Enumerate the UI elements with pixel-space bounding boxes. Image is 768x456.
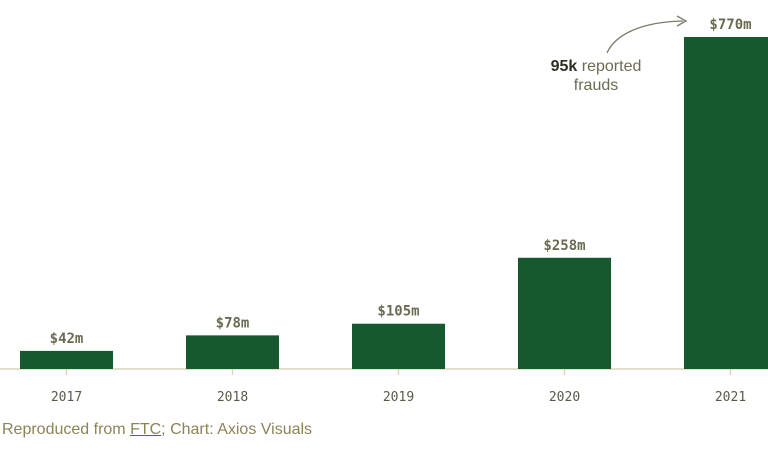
value-label-2018: $78m	[216, 315, 250, 331]
tick-label-2019: 2019	[383, 390, 414, 405]
value-label-2020: $258m	[543, 238, 585, 254]
annotation-line1: 95k reported	[551, 58, 642, 75]
value-label-2017: $42m	[50, 331, 84, 347]
tick-label-2018: 2018	[217, 390, 248, 405]
tick-label-2021: 2021	[715, 390, 746, 405]
source-credit: Reproduced from FTC; Chart: Axios Visual…	[2, 421, 312, 439]
value-label-2021: $770m	[709, 17, 751, 33]
bar-2018	[186, 335, 279, 369]
source-prefix: Reproduced from	[2, 421, 131, 438]
bar-2017	[20, 350, 113, 369]
annotation-line2: frauds	[574, 77, 618, 94]
bar-chart: $42m 2017 $78m 2018 $105m 2019 $258m 2020 $770m 2…	[0, 15, 768, 405]
tick-label-2020: 2020	[549, 390, 580, 405]
tick-label-2017: 2017	[51, 390, 82, 405]
annotation-arrow-icon	[606, 20, 684, 54]
bar-2019	[352, 323, 445, 369]
bar-2021	[684, 37, 768, 369]
ftc-link[interactable]: FTC	[130, 421, 162, 438]
source-suffix: ; Chart: Axios Visuals	[161, 421, 313, 438]
bar-2020	[518, 257, 611, 369]
value-label-2019: $105m	[377, 304, 419, 320]
annotation-arrowhead-icon	[676, 15, 688, 27]
